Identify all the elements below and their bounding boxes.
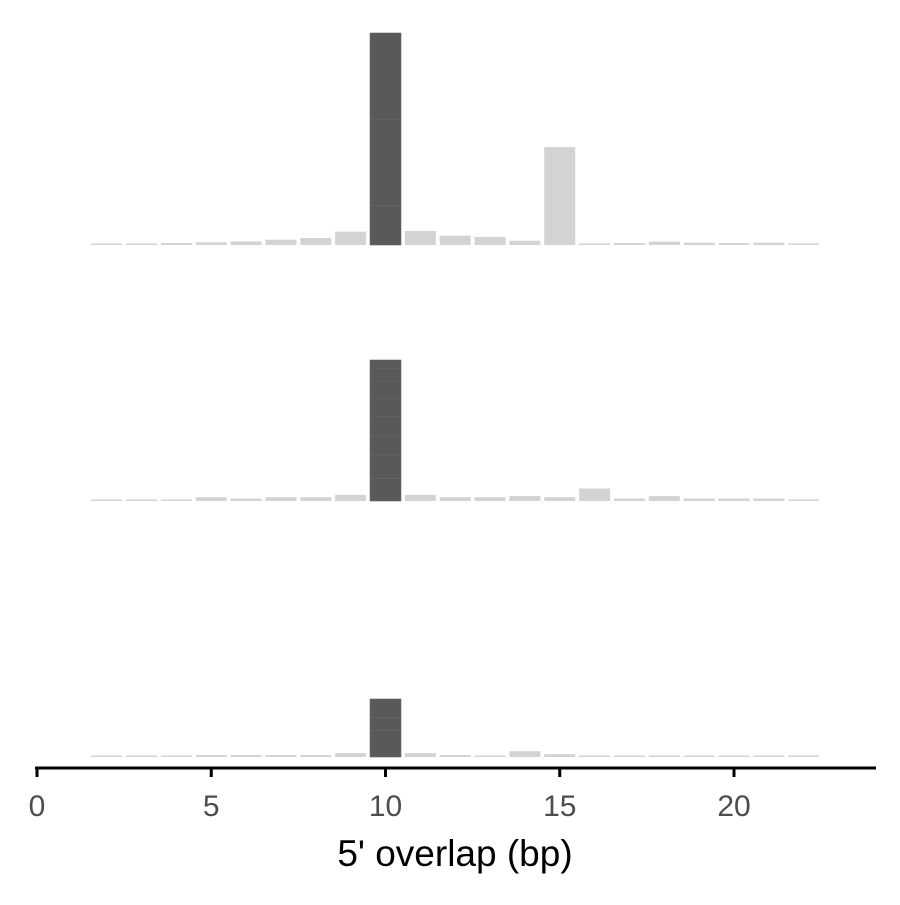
bar-panel2-x10-seg4 (369, 415, 402, 437)
bar-panel3-x11 (404, 753, 436, 757)
bar-panel2-x14 (509, 496, 541, 501)
bar-panel2-x11 (404, 494, 436, 501)
x-tick-label-15: 15 (543, 790, 576, 823)
x-axis-label: 5' overlap (bp) (337, 833, 572, 874)
bar-panel3-x19 (683, 755, 715, 757)
bar-panel2-x13 (474, 497, 506, 501)
bar-panel1-x22 (788, 243, 820, 245)
x-tick-label-5: 5 (203, 790, 220, 823)
panel-2 (91, 359, 820, 502)
bar-panel1-x19 (683, 242, 715, 245)
bar-panel2-x17 (613, 498, 645, 501)
x-tick-label-10: 10 (369, 790, 402, 823)
bar-panel2-x16 (579, 488, 611, 501)
bar-panel3-x9 (335, 753, 367, 757)
bar-panel1-x16 (579, 243, 611, 245)
bar-panel2-x18 (648, 496, 680, 501)
bar-panel3-x20 (718, 755, 750, 757)
bar-panel3-x10-seg1 (369, 730, 402, 758)
bar-panel3-x16 (579, 755, 611, 757)
bar-panel1-x15 (544, 147, 576, 245)
bar-panel1-x14 (509, 240, 541, 245)
x-ticks: 0 5 10 15 20 (29, 768, 751, 823)
bar-panel2-x10-seg6 (369, 380, 402, 400)
bar-panel1-x4 (160, 243, 192, 245)
bar-panel3-x17 (613, 755, 645, 757)
bar-panel2-x10-seg7 (369, 368, 402, 382)
bar-panel2-x3 (126, 499, 158, 501)
bar-panel3-x4 (160, 755, 192, 757)
bar-panel1-x18 (648, 241, 680, 245)
bar-panel1-x10-seg2 (369, 118, 402, 206)
bar-panel2-x4 (160, 499, 192, 501)
bar-panel3-x21 (753, 755, 785, 757)
bar-panel2-x15 (544, 497, 576, 501)
bar-panel3-x6 (230, 755, 262, 757)
bar-panel3-x10-seg2 (369, 717, 402, 731)
bar-panel1-x7 (265, 239, 297, 245)
panel-1 (91, 32, 820, 246)
bar-panel2-x6 (230, 498, 262, 501)
bar-panel2-x5 (195, 497, 227, 501)
bar-panel3-x12 (439, 755, 471, 757)
bar-panel2-x8 (300, 497, 332, 501)
x-tick-label-0: 0 (29, 790, 46, 823)
bar-panel1-x10-seg1 (369, 205, 402, 246)
bar-panel2-x12 (439, 497, 471, 501)
bar-panel1-x20 (718, 243, 750, 245)
bar-panel3-x10-seg3 (369, 698, 402, 718)
bar-panel1-x11 (404, 231, 436, 245)
bar-panel2-x2 (91, 499, 123, 501)
bar-panel2-x20 (718, 498, 750, 501)
bar-panel3-x8 (300, 755, 332, 757)
bar-panel1-x6 (230, 241, 262, 245)
x-tick-label-20: 20 (717, 790, 750, 823)
x-axis: 0 5 10 15 20 5' overlap (bp) (29, 766, 876, 874)
panel-3 (91, 698, 820, 758)
bar-panel3-x7 (265, 755, 297, 757)
bar-panel2-x9 (335, 494, 367, 501)
bar-panel3-x3 (126, 755, 158, 757)
bar-panel3-x22 (788, 755, 820, 757)
bar-panel2-x21 (753, 498, 785, 501)
bar-panel1-x17 (613, 243, 645, 245)
bar-panel2-x10-seg3 (369, 435, 402, 456)
bar-panel1-x13 (474, 236, 506, 245)
bar-panel2-x10-seg8 (369, 359, 402, 370)
bar-panel3-x14 (509, 751, 541, 757)
bar-panel1-x5 (195, 242, 227, 245)
bar-panel1-x3 (126, 243, 158, 245)
bar-panel2-x22 (788, 499, 820, 501)
panels-layer (91, 32, 820, 758)
bar-panel2-x7 (265, 497, 297, 501)
bar-panel2-x19 (683, 498, 715, 501)
bar-panel2-x10-seg2 (369, 454, 402, 479)
bar-panel1-x8 (300, 238, 332, 245)
bar-panel1-x10-seg3 (369, 32, 402, 120)
bar-panel3-x13 (474, 755, 506, 757)
bar-panel2-x10-seg5 (369, 398, 402, 417)
bar-panel3-x15 (544, 754, 576, 757)
bar-panel1-x9 (335, 231, 367, 245)
bar-panel1-x12 (439, 235, 471, 245)
bar-panel1-x2 (91, 243, 123, 245)
bar-panel2-x10-seg1 (369, 478, 402, 502)
bar-panel3-x2 (91, 755, 123, 757)
bar-panel3-x18 (648, 755, 680, 757)
bar-panel3-x5 (195, 755, 227, 757)
bar-panel1-x21 (753, 242, 785, 245)
